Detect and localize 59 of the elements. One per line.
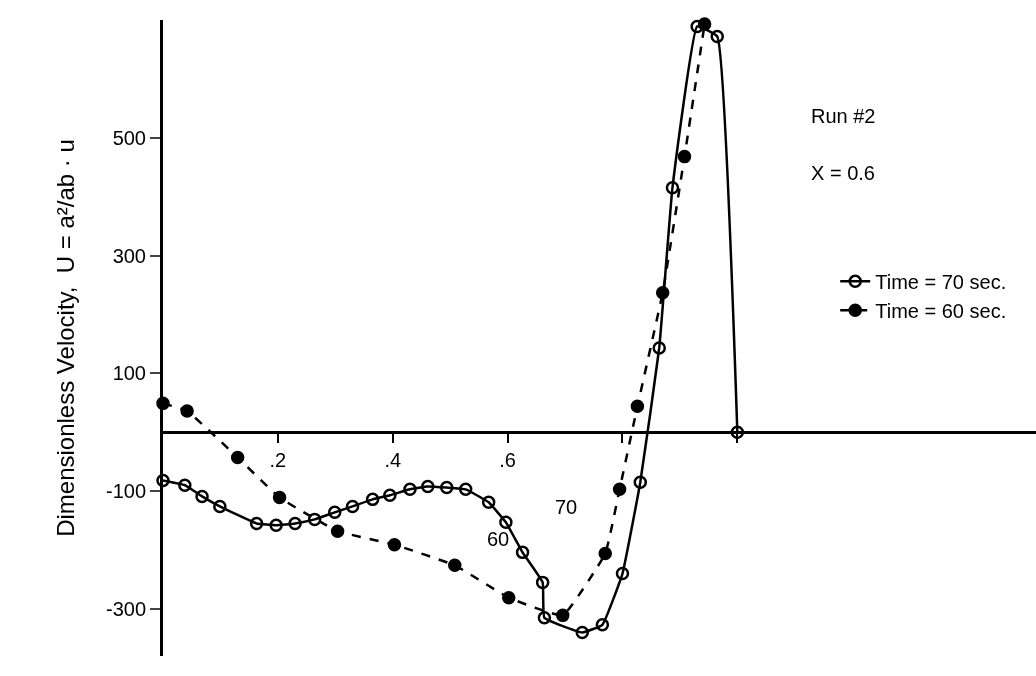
point bbox=[730, 425, 745, 439]
point bbox=[387, 537, 402, 552]
y-tick-label: -100 bbox=[105, 480, 146, 503]
point bbox=[652, 341, 666, 355]
y-tick-label: -300 bbox=[105, 597, 146, 620]
point bbox=[655, 285, 670, 300]
annotation: 70 bbox=[555, 496, 578, 518]
point bbox=[345, 499, 360, 514]
point bbox=[555, 608, 570, 623]
y-axis-title: Dimensionless Velocity, U = a²/ab · u bbox=[52, 139, 80, 537]
point bbox=[535, 575, 550, 590]
annotation: X = 0.6 bbox=[811, 162, 875, 184]
point bbox=[213, 499, 227, 514]
point bbox=[481, 495, 496, 510]
point bbox=[330, 524, 345, 538]
legend-label: Time = 70 sec. bbox=[875, 270, 1007, 293]
point bbox=[272, 490, 287, 505]
point bbox=[598, 546, 612, 561]
point bbox=[665, 181, 680, 195]
annotation: 60 bbox=[487, 528, 510, 550]
point bbox=[690, 19, 704, 34]
x-tick-label: .2 bbox=[269, 449, 287, 472]
point bbox=[180, 404, 194, 418]
point bbox=[615, 566, 630, 581]
point bbox=[439, 480, 454, 495]
point bbox=[499, 515, 513, 530]
point bbox=[307, 512, 322, 527]
point bbox=[612, 482, 627, 497]
point bbox=[230, 450, 245, 465]
point bbox=[710, 29, 724, 44]
point bbox=[575, 625, 590, 640]
y-tick-label: 500 bbox=[112, 126, 146, 149]
point bbox=[502, 590, 516, 605]
legend-label: Time = 60 sec. bbox=[875, 299, 1007, 322]
x-tick-label: .6 bbox=[499, 449, 516, 472]
y-tick-label: 100 bbox=[112, 362, 146, 385]
point bbox=[421, 479, 435, 494]
annotation: Run #2 bbox=[811, 105, 876, 127]
point bbox=[288, 516, 302, 531]
x-tick-label: .4 bbox=[384, 449, 402, 472]
point bbox=[249, 516, 264, 531]
point bbox=[677, 149, 692, 164]
point bbox=[458, 482, 473, 497]
point bbox=[630, 399, 645, 414]
point bbox=[383, 488, 397, 502]
point bbox=[515, 545, 530, 560]
point bbox=[448, 558, 462, 573]
point bbox=[633, 475, 648, 490]
point bbox=[195, 489, 209, 504]
point bbox=[595, 618, 610, 632]
point bbox=[365, 492, 380, 507]
y-tick-label: 300 bbox=[112, 244, 146, 267]
point bbox=[403, 482, 417, 497]
point bbox=[537, 610, 552, 625]
point bbox=[156, 473, 170, 488]
point bbox=[697, 17, 712, 31]
point bbox=[269, 518, 283, 533]
point bbox=[178, 478, 192, 492]
point bbox=[327, 505, 342, 520]
